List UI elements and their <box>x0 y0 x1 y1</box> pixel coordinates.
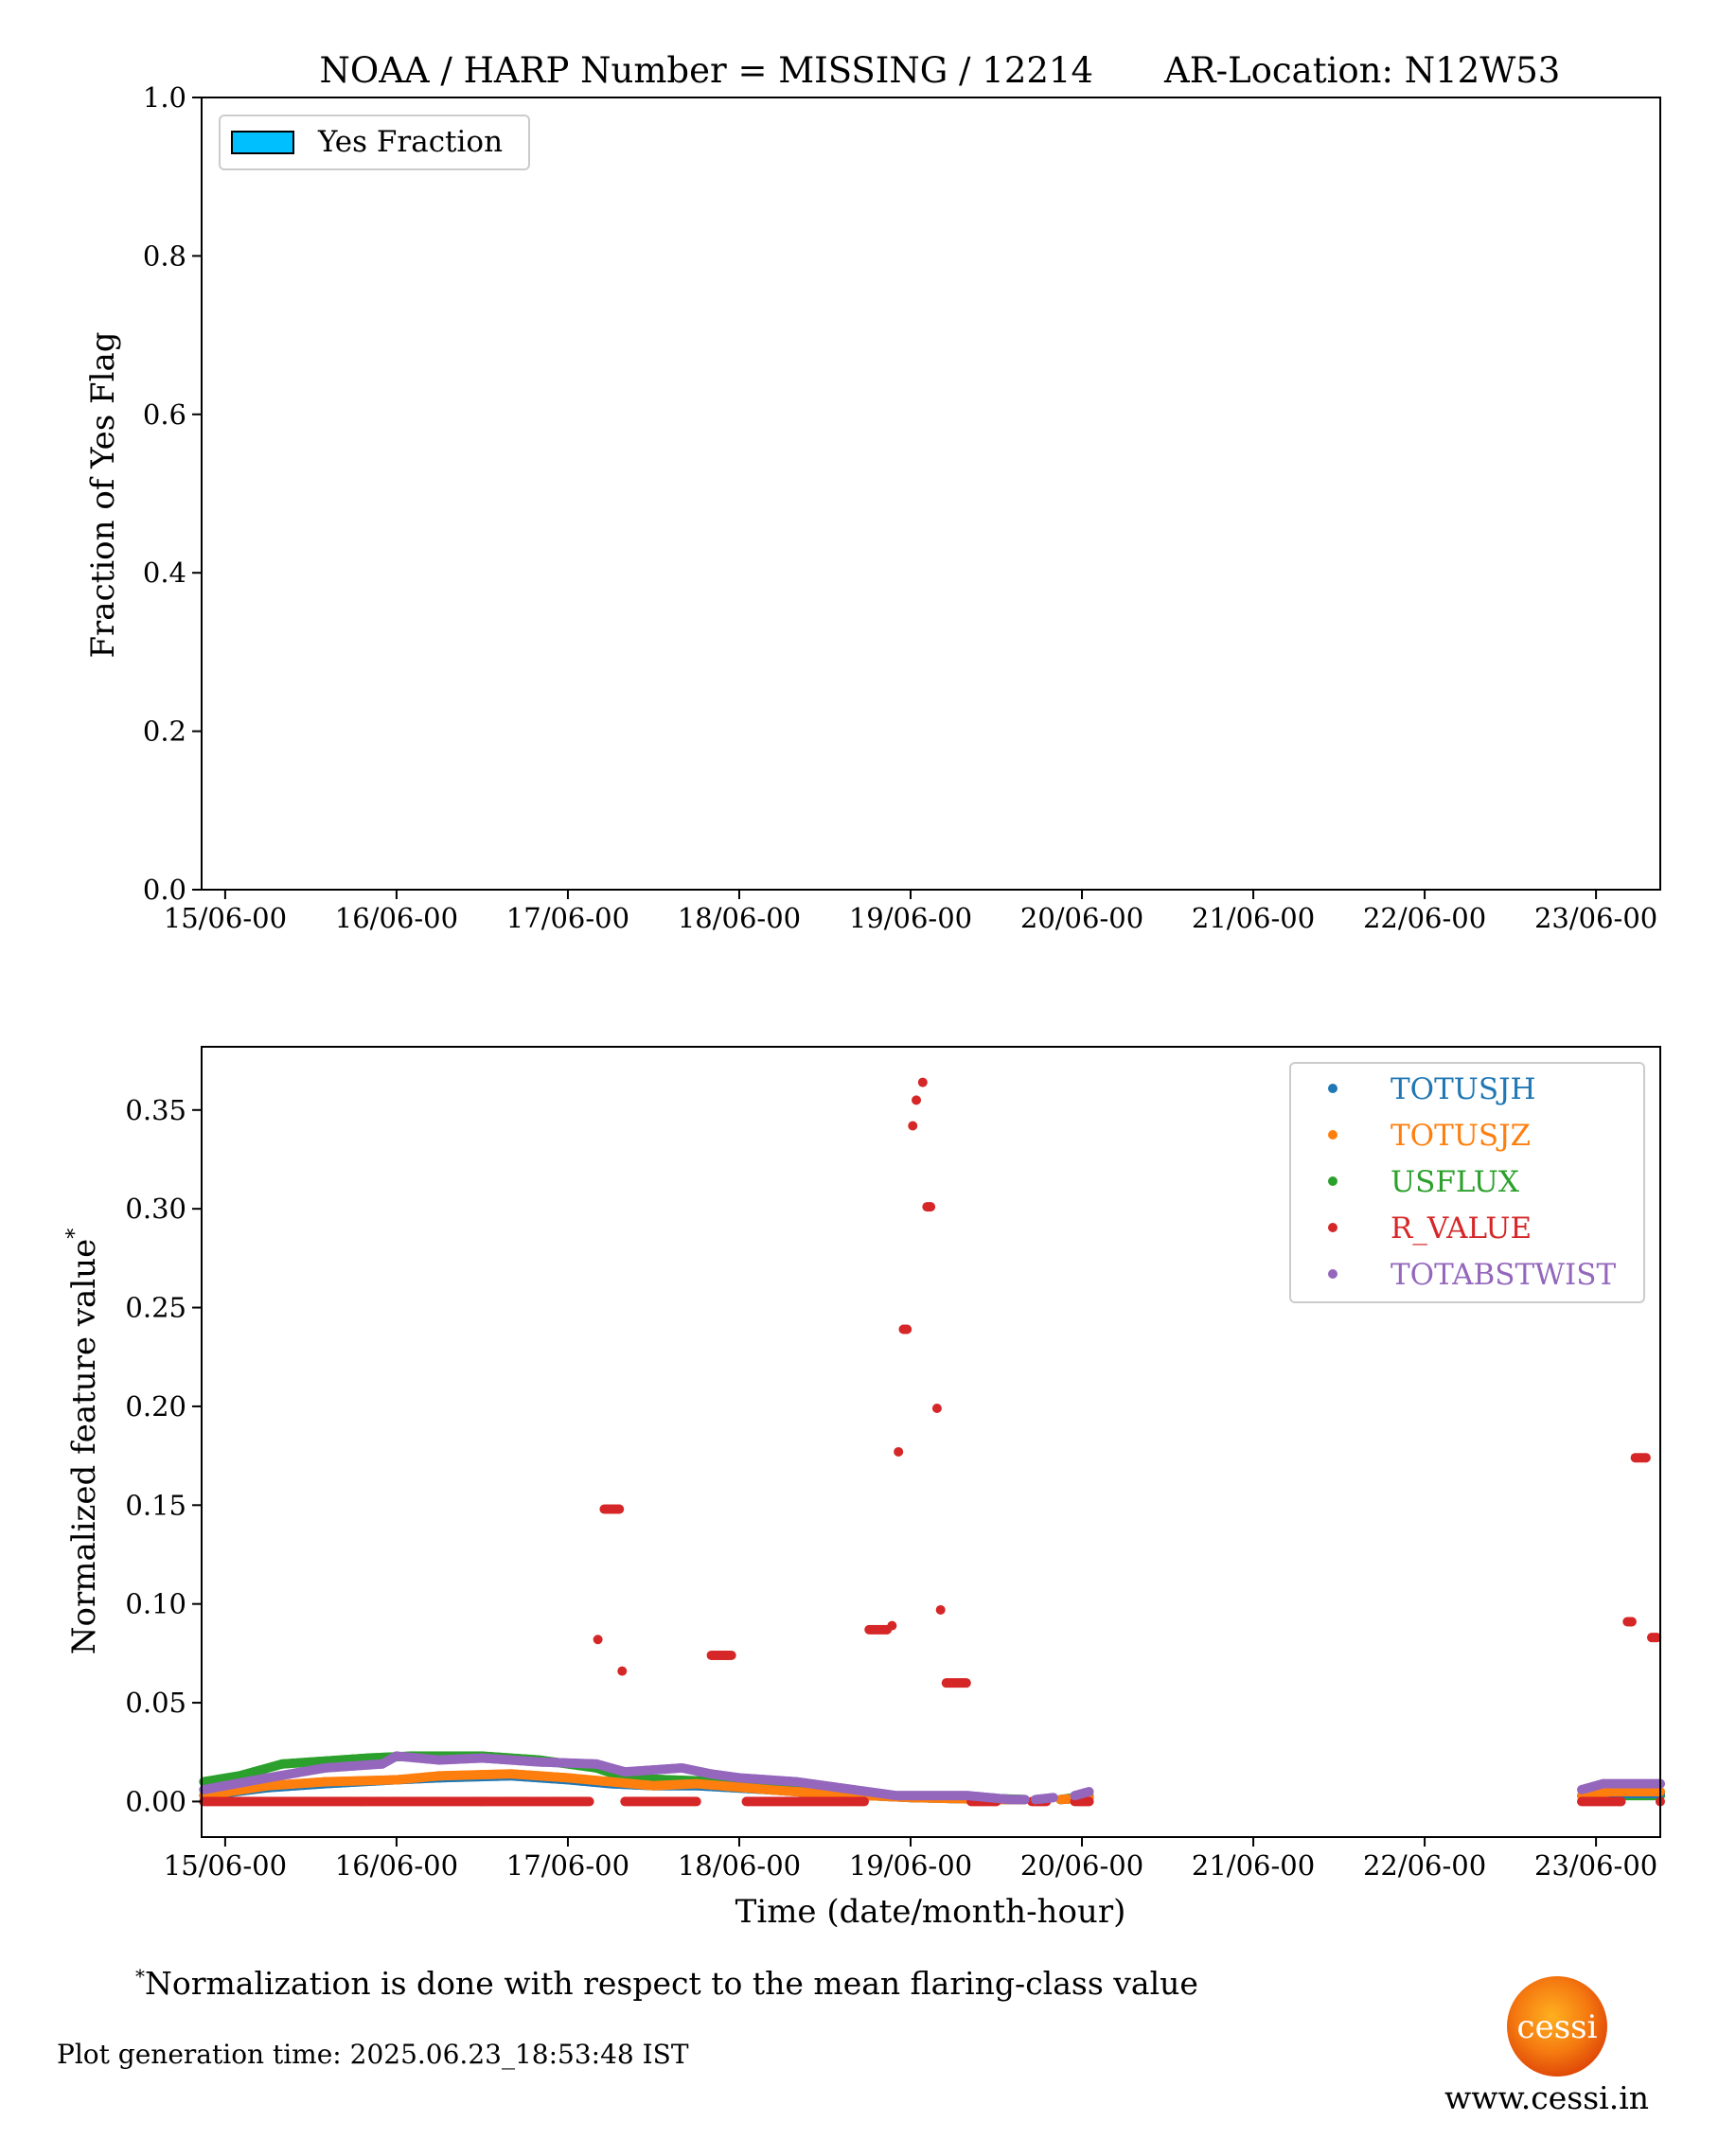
bottom-x-tick-label: 21/06-00 <box>1192 1849 1315 1882</box>
legend-label-totusjz: TOTUSJZ <box>1391 1119 1531 1153</box>
point-r-value <box>726 1650 736 1660</box>
point-r-value <box>908 1121 918 1131</box>
bottom-x-tick-label: 18/06-00 <box>678 1849 801 1882</box>
point-r-value <box>926 1202 936 1212</box>
point-r-value <box>931 1404 942 1414</box>
point-r-value <box>917 1077 928 1087</box>
legend-label-totabstwist: TOTABSTWIST <box>1391 1258 1616 1292</box>
top-x-tick-label: 20/06-00 <box>1020 902 1143 934</box>
bottom-y-axis-label-sup: * <box>63 1229 87 1239</box>
footnote-star: * <box>135 1965 145 1988</box>
bottom-y-tick-label: 0.30 <box>125 1193 186 1225</box>
point-r-value <box>1616 1796 1626 1807</box>
website-link[interactable]: www.cessi.in <box>1444 2079 1649 2116</box>
top-legend: Yes Fraction <box>219 115 530 170</box>
bottom-legend: TOTUSJH TOTUSJZ USFLUX R_VALUE TOTABSTWIST <box>1289 1062 1645 1303</box>
bottom-y-tick-label: 0.10 <box>125 1588 186 1620</box>
bottom-x-tick-label: 16/06-00 <box>335 1849 458 1882</box>
bottom-x-tick-label: 15/06-00 <box>164 1849 287 1882</box>
point-r-value <box>1084 1796 1094 1807</box>
point-r-value <box>617 1666 628 1676</box>
legend-marker-totabstwist <box>1328 1269 1337 1279</box>
bottom-plot: TOTUSJH TOTUSJZ USFLUX R_VALUE TOTABSTWIST N… <box>63 1046 1665 1931</box>
point-r-value <box>691 1796 701 1807</box>
top-x-tick-label: 23/06-00 <box>1534 902 1657 934</box>
bottom-x-tick-label: 23/06-00 <box>1534 1849 1657 1882</box>
point-r-value <box>859 1796 869 1807</box>
point-totabstwist <box>1048 1793 1058 1803</box>
sun-logo-icon <box>1507 1976 1607 2077</box>
point-r-value <box>1640 1453 1651 1463</box>
legend-marker-totusjh <box>1328 1084 1337 1093</box>
legend-marker-r-value <box>1328 1223 1337 1232</box>
legend-label-totusjh: TOTUSJH <box>1391 1072 1536 1106</box>
top-x-tick-label: 21/06-00 <box>1192 902 1315 934</box>
bottom-x-tick-label: 22/06-00 <box>1363 1849 1486 1882</box>
point-r-value <box>593 1635 603 1645</box>
top-y-tick-label: 0.2 <box>143 716 186 748</box>
bottom-y-tick-label: 0.35 <box>125 1094 186 1126</box>
top-legend-box <box>219 115 530 170</box>
top-x-tick-label: 16/06-00 <box>335 902 458 934</box>
bottom-y-tick-label: 0.05 <box>125 1687 186 1719</box>
bottom-y-tick-label: 0.15 <box>125 1489 186 1521</box>
bottom-y-tick-label: 0.25 <box>125 1292 186 1324</box>
top-y-tick-label: 0.4 <box>143 557 186 589</box>
top-y-tick-label: 1.0 <box>143 81 186 114</box>
top-plot-frame <box>201 97 1661 891</box>
point-r-value <box>584 1796 594 1807</box>
legend-marker-totusjz <box>1328 1130 1337 1140</box>
top-x-tick-label: 17/06-00 <box>506 902 629 934</box>
point-r-value <box>1626 1617 1637 1627</box>
footnote: *Normalization is done with respect to t… <box>135 1965 1198 2002</box>
legend-label-usflux: USFLUX <box>1391 1165 1519 1199</box>
point-r-value <box>1652 1633 1662 1643</box>
point-r-value <box>894 1446 904 1457</box>
legend-swatch-yes-fraction <box>231 131 294 154</box>
bottom-x-tick-label: 17/06-00 <box>506 1849 629 1882</box>
bottom-x-tick-label: 19/06-00 <box>849 1849 972 1882</box>
top-y-tick-label: 0.8 <box>143 239 186 272</box>
bottom-y-tick-label: 0.00 <box>125 1785 186 1817</box>
point-r-value <box>961 1678 971 1688</box>
point-r-value <box>902 1324 912 1335</box>
scatter-points <box>199 1077 1665 1807</box>
top-x-tick-label: 18/06-00 <box>678 902 801 934</box>
top-y-axis-label: Fraction of Yes Flag <box>84 331 122 658</box>
point-r-value <box>887 1620 897 1631</box>
point-r-value <box>912 1095 922 1105</box>
top-y-tick-label: 0.6 <box>143 398 186 431</box>
bottom-x-axis-label: Time (date/month-hour) <box>735 1893 1126 1931</box>
top-x-tick-label: 19/06-00 <box>849 902 972 934</box>
bottom-x-tick-label: 20/06-00 <box>1020 1849 1143 1882</box>
point-r-value <box>614 1504 625 1514</box>
bottom-y-axis-label: Normalized feature value* <box>63 1229 103 1654</box>
bottom-legend-box <box>1289 1062 1645 1303</box>
top-y-tick-label: 0.0 <box>143 874 186 906</box>
chart-title-location: AR-Location: N12W53 <box>1163 50 1560 91</box>
footnote-text: Normalization is done with respect to th… <box>145 1965 1198 2002</box>
top-plot: Yes Fraction Fraction of Yes Flag 0.0 0.2… <box>84 81 1661 934</box>
logo-text: cessi <box>1517 2008 1598 2046</box>
bottom-y-tick-label: 0.20 <box>125 1390 186 1423</box>
point-totabstwist <box>1019 1794 1030 1805</box>
top-x-tick-label: 15/06-00 <box>164 902 287 934</box>
legend-marker-usflux <box>1328 1176 1337 1186</box>
legend-label-r-value: R_VALUE <box>1391 1211 1532 1246</box>
cessi-logo[interactable]: cessi <box>1507 1976 1607 2077</box>
legend-label-yes-fraction: Yes Fraction <box>317 125 503 159</box>
chart-title-harp: NOAA / HARP Number = MISSING / 12214 <box>319 50 1093 91</box>
bottom-y-axis-label-text: Normalized feature value <box>65 1239 103 1654</box>
bottom-plot-frame <box>201 1046 1661 1838</box>
point-totabstwist <box>1084 1786 1094 1796</box>
top-x-tick-label: 22/06-00 <box>1363 902 1486 934</box>
plot-generation-time: Plot generation time: 2025.06.23_18:53:4… <box>57 2039 689 2070</box>
point-r-value <box>935 1604 946 1615</box>
